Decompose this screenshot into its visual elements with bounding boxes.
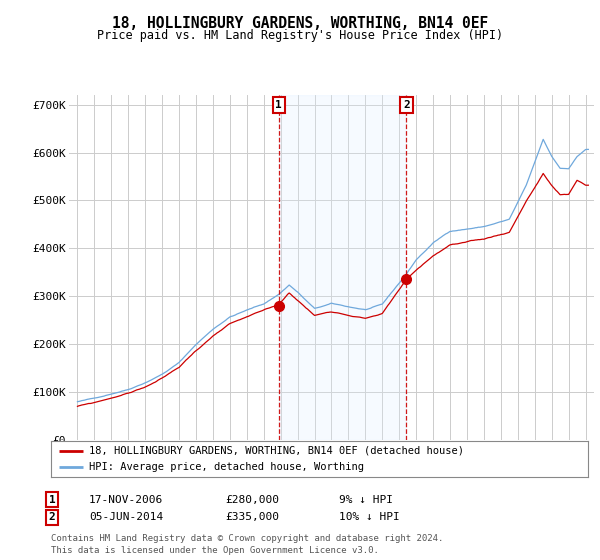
Text: Price paid vs. HM Land Registry's House Price Index (HPI): Price paid vs. HM Land Registry's House … [97,29,503,42]
Text: 10% ↓ HPI: 10% ↓ HPI [339,512,400,522]
Text: 2: 2 [49,512,56,522]
Text: £335,000: £335,000 [225,512,279,522]
Text: 17-NOV-2006: 17-NOV-2006 [89,494,163,505]
Text: 9% ↓ HPI: 9% ↓ HPI [339,494,393,505]
Text: 18, HOLLINGBURY GARDENS, WORTHING, BN14 0EF (detached house): 18, HOLLINGBURY GARDENS, WORTHING, BN14 … [89,446,464,455]
Text: 18, HOLLINGBURY GARDENS, WORTHING, BN14 0EF: 18, HOLLINGBURY GARDENS, WORTHING, BN14 … [112,16,488,31]
Text: £280,000: £280,000 [225,494,279,505]
Text: 05-JUN-2014: 05-JUN-2014 [89,512,163,522]
Text: HPI: Average price, detached house, Worthing: HPI: Average price, detached house, Wort… [89,463,364,472]
Text: Contains HM Land Registry data © Crown copyright and database right 2024.
This d: Contains HM Land Registry data © Crown c… [51,534,443,555]
Text: 1: 1 [275,100,282,110]
Text: 1: 1 [49,494,56,505]
Bar [278,95,406,440]
Text: 2: 2 [403,100,410,110]
